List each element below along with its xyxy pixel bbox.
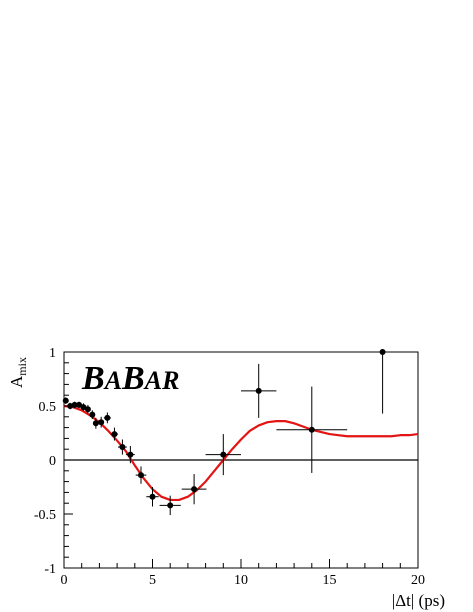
y-label-subscript: mix [15, 357, 29, 376]
data-point [146, 487, 159, 507]
data-point [71, 401, 78, 409]
data-point [89, 410, 96, 419]
fit-curve [63, 404, 419, 502]
data-point [117, 439, 127, 455]
data-marker [308, 426, 315, 433]
x-tick-label: 20 [411, 573, 425, 588]
data-marker [191, 486, 198, 493]
x-tick-label: 0 [61, 573, 68, 588]
data-marker [104, 414, 111, 421]
y-tick-label: -1 [44, 562, 56, 577]
labels-group: BABAR Amix |Δt| (ps) [7, 357, 445, 610]
data-point [125, 445, 135, 464]
data-marker [167, 502, 174, 509]
ticks-group: 0 5 10 15 20 -1 -0.5 0 0.5 1 [34, 346, 425, 588]
x-tick-label: 15 [323, 573, 337, 588]
data-point [181, 474, 207, 505]
data-marker [89, 411, 96, 418]
data-points-group [62, 349, 418, 516]
babar-logo: BABAR [81, 360, 179, 397]
fit-curve-group [63, 404, 419, 502]
x-axis-label: |Δt| (ps) [392, 591, 445, 610]
data-marker [149, 493, 156, 500]
data-point [98, 416, 105, 428]
data-point [276, 386, 348, 473]
data-marker [119, 444, 126, 451]
x-tick-label: 10 [234, 573, 248, 588]
y-tick-label: -0.5 [34, 508, 56, 523]
data-marker [98, 419, 105, 426]
data-point [159, 495, 181, 516]
y-tick-label: 0 [49, 454, 56, 469]
data-point [205, 434, 241, 476]
data-marker [127, 451, 134, 458]
logo-letter: R [161, 366, 179, 395]
logo-letter: B [81, 360, 105, 397]
data-marker [62, 397, 69, 404]
data-marker [137, 472, 144, 479]
y-axis-label: Amix [7, 357, 29, 388]
logo-letter: A [143, 366, 162, 395]
logo-letter: B [121, 360, 145, 397]
data-marker [255, 387, 262, 394]
logo-letter: A [103, 366, 122, 395]
data-marker [111, 431, 118, 438]
data-marker [71, 401, 78, 408]
y-tick-label: 0.5 [39, 400, 57, 415]
data-marker [84, 406, 91, 413]
data-point [241, 363, 277, 418]
data-point [103, 412, 111, 424]
data-point [92, 417, 99, 429]
y-tick-label: 1 [49, 346, 56, 361]
data-point [110, 427, 118, 441]
data-point [135, 466, 147, 484]
x-tick-label: 5 [149, 573, 156, 588]
data-marker [220, 451, 227, 458]
data-marker [92, 420, 99, 427]
y-label-main: A [7, 375, 26, 388]
data-point [62, 397, 69, 404]
data-marker [379, 349, 386, 355]
data-point [347, 349, 418, 414]
data-point [84, 404, 91, 414]
